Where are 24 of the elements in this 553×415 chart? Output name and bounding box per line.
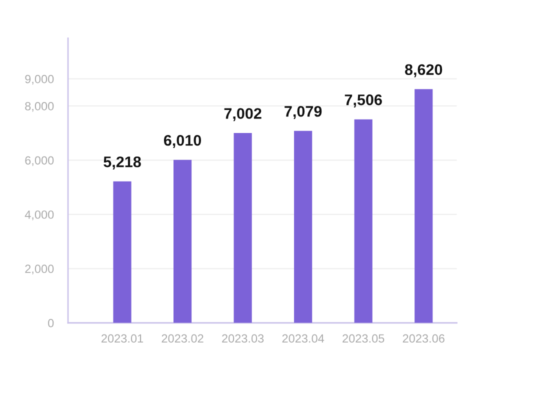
y-tick-label: 4,000: [24, 210, 54, 220]
x-tick-label: 2023.01: [102, 334, 144, 343]
bar: [414, 89, 433, 323]
y-tick-label: 2,000: [25, 264, 54, 274]
bar: [354, 119, 372, 323]
y-tick-label: 9,000: [25, 74, 54, 85]
data-label: 6,010: [164, 134, 202, 148]
x-tick-label: 2023.05: [342, 334, 384, 343]
y-tick-label: 8,000: [25, 102, 54, 112]
x-tick-label: 2023.06: [402, 334, 444, 343]
data-label: 8,620: [405, 64, 442, 78]
bar: [294, 130, 312, 323]
x-tick-label: 2023.04: [282, 334, 324, 343]
bar: [234, 133, 252, 323]
x-tick-label: 2023.02: [162, 334, 204, 343]
y-tick-label: 6,000: [25, 156, 54, 166]
bar: [173, 160, 192, 323]
data-label: 5,218: [104, 156, 141, 170]
data-label: 7,002: [224, 108, 262, 122]
bar: [113, 181, 132, 323]
data-label: 7,079: [284, 106, 322, 120]
y-tick-label: 0: [48, 318, 54, 328]
x-tick-label: 2023.03: [222, 334, 264, 343]
data-label: 7,506: [344, 94, 382, 108]
